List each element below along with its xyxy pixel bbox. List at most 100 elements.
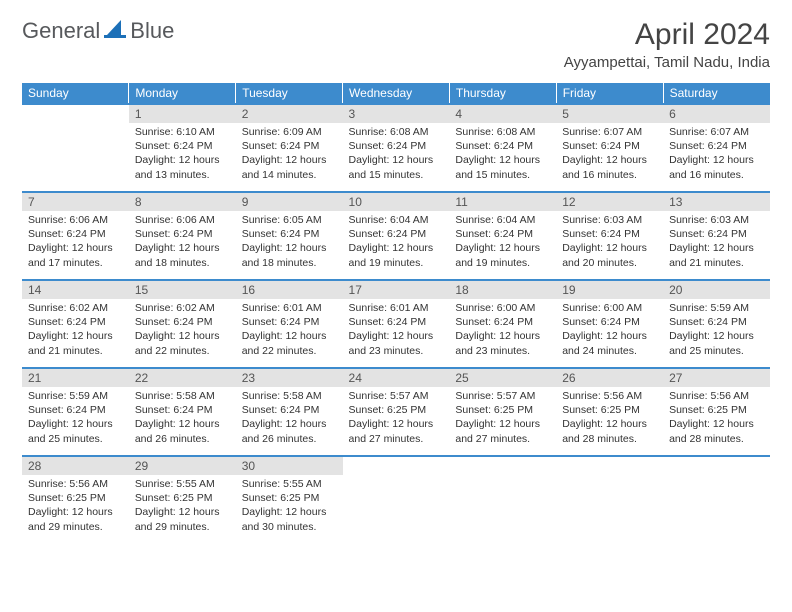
day-number: 28	[22, 457, 129, 475]
day-number: 30	[236, 457, 343, 475]
day-info: Sunrise: 5:57 AMSunset: 6:25 PMDaylight:…	[343, 387, 450, 452]
day-number: 15	[129, 281, 236, 299]
day-number: 19	[556, 281, 663, 299]
calendar-cell: 5Sunrise: 6:07 AMSunset: 6:24 PMDaylight…	[556, 104, 663, 192]
weekday-header: Tuesday	[236, 83, 343, 104]
day-info: Sunrise: 6:00 AMSunset: 6:24 PMDaylight:…	[556, 299, 663, 364]
day-number: 12	[556, 193, 663, 211]
calendar-cell	[663, 456, 770, 544]
calendar-cell: 20Sunrise: 5:59 AMSunset: 6:24 PMDayligh…	[663, 280, 770, 368]
calendar-cell: 10Sunrise: 6:04 AMSunset: 6:24 PMDayligh…	[343, 192, 450, 280]
calendar-cell: 24Sunrise: 5:57 AMSunset: 6:25 PMDayligh…	[343, 368, 450, 456]
calendar-cell: 17Sunrise: 6:01 AMSunset: 6:24 PMDayligh…	[343, 280, 450, 368]
brand-part2: Blue	[130, 18, 174, 44]
calendar-cell: 21Sunrise: 5:59 AMSunset: 6:24 PMDayligh…	[22, 368, 129, 456]
calendar-cell: 9Sunrise: 6:05 AMSunset: 6:24 PMDaylight…	[236, 192, 343, 280]
weekday-header: Saturday	[663, 83, 770, 104]
day-number: 2	[236, 105, 343, 123]
day-info: Sunrise: 6:02 AMSunset: 6:24 PMDaylight:…	[129, 299, 236, 364]
day-number: 25	[449, 369, 556, 387]
day-info: Sunrise: 6:03 AMSunset: 6:24 PMDaylight:…	[556, 211, 663, 276]
day-number: 26	[556, 369, 663, 387]
calendar-cell: 14Sunrise: 6:02 AMSunset: 6:24 PMDayligh…	[22, 280, 129, 368]
day-info: Sunrise: 6:01 AMSunset: 6:24 PMDaylight:…	[343, 299, 450, 364]
day-number: 29	[129, 457, 236, 475]
calendar-cell: 27Sunrise: 5:56 AMSunset: 6:25 PMDayligh…	[663, 368, 770, 456]
calendar-cell: 30Sunrise: 5:55 AMSunset: 6:25 PMDayligh…	[236, 456, 343, 544]
calendar-cell: 23Sunrise: 5:58 AMSunset: 6:24 PMDayligh…	[236, 368, 343, 456]
day-number: 20	[663, 281, 770, 299]
weekday-header: Friday	[556, 83, 663, 104]
day-number: 3	[343, 105, 450, 123]
calendar-cell: 4Sunrise: 6:08 AMSunset: 6:24 PMDaylight…	[449, 104, 556, 192]
calendar-cell: 25Sunrise: 5:57 AMSunset: 6:25 PMDayligh…	[449, 368, 556, 456]
calendar-cell: 29Sunrise: 5:55 AMSunset: 6:25 PMDayligh…	[129, 456, 236, 544]
day-info: Sunrise: 6:10 AMSunset: 6:24 PMDaylight:…	[129, 123, 236, 188]
day-info: Sunrise: 6:07 AMSunset: 6:24 PMDaylight:…	[556, 123, 663, 188]
day-info: Sunrise: 5:59 AMSunset: 6:24 PMDaylight:…	[663, 299, 770, 364]
day-info: Sunrise: 6:08 AMSunset: 6:24 PMDaylight:…	[449, 123, 556, 188]
month-title: April 2024	[564, 18, 770, 52]
calendar-cell: 22Sunrise: 5:58 AMSunset: 6:24 PMDayligh…	[129, 368, 236, 456]
weekday-header-row: SundayMondayTuesdayWednesdayThursdayFrid…	[22, 83, 770, 104]
day-number: 18	[449, 281, 556, 299]
day-info: Sunrise: 6:06 AMSunset: 6:24 PMDaylight:…	[129, 211, 236, 276]
calendar-cell: 11Sunrise: 6:04 AMSunset: 6:24 PMDayligh…	[449, 192, 556, 280]
day-info: Sunrise: 6:08 AMSunset: 6:24 PMDaylight:…	[343, 123, 450, 188]
calendar-cell: 6Sunrise: 6:07 AMSunset: 6:24 PMDaylight…	[663, 104, 770, 192]
calendar-cell: 28Sunrise: 5:56 AMSunset: 6:25 PMDayligh…	[22, 456, 129, 544]
calendar-cell: 8Sunrise: 6:06 AMSunset: 6:24 PMDaylight…	[129, 192, 236, 280]
day-info: Sunrise: 6:07 AMSunset: 6:24 PMDaylight:…	[663, 123, 770, 188]
day-number: 7	[22, 193, 129, 211]
day-number: 23	[236, 369, 343, 387]
day-number: 16	[236, 281, 343, 299]
weekday-header: Thursday	[449, 83, 556, 104]
calendar-cell: 19Sunrise: 6:00 AMSunset: 6:24 PMDayligh…	[556, 280, 663, 368]
calendar-cell: 18Sunrise: 6:00 AMSunset: 6:24 PMDayligh…	[449, 280, 556, 368]
day-info: Sunrise: 6:00 AMSunset: 6:24 PMDaylight:…	[449, 299, 556, 364]
day-info: Sunrise: 5:57 AMSunset: 6:25 PMDaylight:…	[449, 387, 556, 452]
day-info: Sunrise: 5:55 AMSunset: 6:25 PMDaylight:…	[236, 475, 343, 540]
day-number: 24	[343, 369, 450, 387]
sail-icon	[102, 18, 128, 44]
brand-logo: General Blue	[22, 18, 174, 44]
calendar-cell: 2Sunrise: 6:09 AMSunset: 6:24 PMDaylight…	[236, 104, 343, 192]
day-info: Sunrise: 6:01 AMSunset: 6:24 PMDaylight:…	[236, 299, 343, 364]
title-block: April 2024 Ayyampettai, Tamil Nadu, Indi…	[564, 18, 770, 71]
calendar-cell	[22, 104, 129, 192]
calendar-row: 1Sunrise: 6:10 AMSunset: 6:24 PMDaylight…	[22, 104, 770, 192]
day-info: Sunrise: 5:56 AMSunset: 6:25 PMDaylight:…	[556, 387, 663, 452]
day-info: Sunrise: 6:05 AMSunset: 6:24 PMDaylight:…	[236, 211, 343, 276]
calendar-cell: 13Sunrise: 6:03 AMSunset: 6:24 PMDayligh…	[663, 192, 770, 280]
day-info: Sunrise: 6:04 AMSunset: 6:24 PMDaylight:…	[449, 211, 556, 276]
day-number: 17	[343, 281, 450, 299]
calendar-row: 21Sunrise: 5:59 AMSunset: 6:24 PMDayligh…	[22, 368, 770, 456]
day-number: 4	[449, 105, 556, 123]
day-info: Sunrise: 5:58 AMSunset: 6:24 PMDaylight:…	[129, 387, 236, 452]
brand-part1: General	[22, 18, 100, 44]
day-number: 14	[22, 281, 129, 299]
day-number: 21	[22, 369, 129, 387]
calendar-row: 14Sunrise: 6:02 AMSunset: 6:24 PMDayligh…	[22, 280, 770, 368]
day-info: Sunrise: 5:56 AMSunset: 6:25 PMDaylight:…	[663, 387, 770, 452]
day-number: 13	[663, 193, 770, 211]
day-number: 8	[129, 193, 236, 211]
weekday-header: Sunday	[22, 83, 129, 104]
day-number: 27	[663, 369, 770, 387]
calendar-cell: 7Sunrise: 6:06 AMSunset: 6:24 PMDaylight…	[22, 192, 129, 280]
day-info: Sunrise: 6:03 AMSunset: 6:24 PMDaylight:…	[663, 211, 770, 276]
calendar-cell	[449, 456, 556, 544]
day-info: Sunrise: 5:56 AMSunset: 6:25 PMDaylight:…	[22, 475, 129, 540]
day-number: 11	[449, 193, 556, 211]
day-info: Sunrise: 5:58 AMSunset: 6:24 PMDaylight:…	[236, 387, 343, 452]
calendar-cell	[343, 456, 450, 544]
calendar-row: 7Sunrise: 6:06 AMSunset: 6:24 PMDaylight…	[22, 192, 770, 280]
day-info: Sunrise: 6:06 AMSunset: 6:24 PMDaylight:…	[22, 211, 129, 276]
day-number: 6	[663, 105, 770, 123]
calendar-table: SundayMondayTuesdayWednesdayThursdayFrid…	[22, 83, 770, 544]
calendar-cell: 1Sunrise: 6:10 AMSunset: 6:24 PMDaylight…	[129, 104, 236, 192]
day-info: Sunrise: 6:04 AMSunset: 6:24 PMDaylight:…	[343, 211, 450, 276]
day-number-empty	[22, 105, 129, 123]
calendar-cell: 12Sunrise: 6:03 AMSunset: 6:24 PMDayligh…	[556, 192, 663, 280]
calendar-cell: 15Sunrise: 6:02 AMSunset: 6:24 PMDayligh…	[129, 280, 236, 368]
